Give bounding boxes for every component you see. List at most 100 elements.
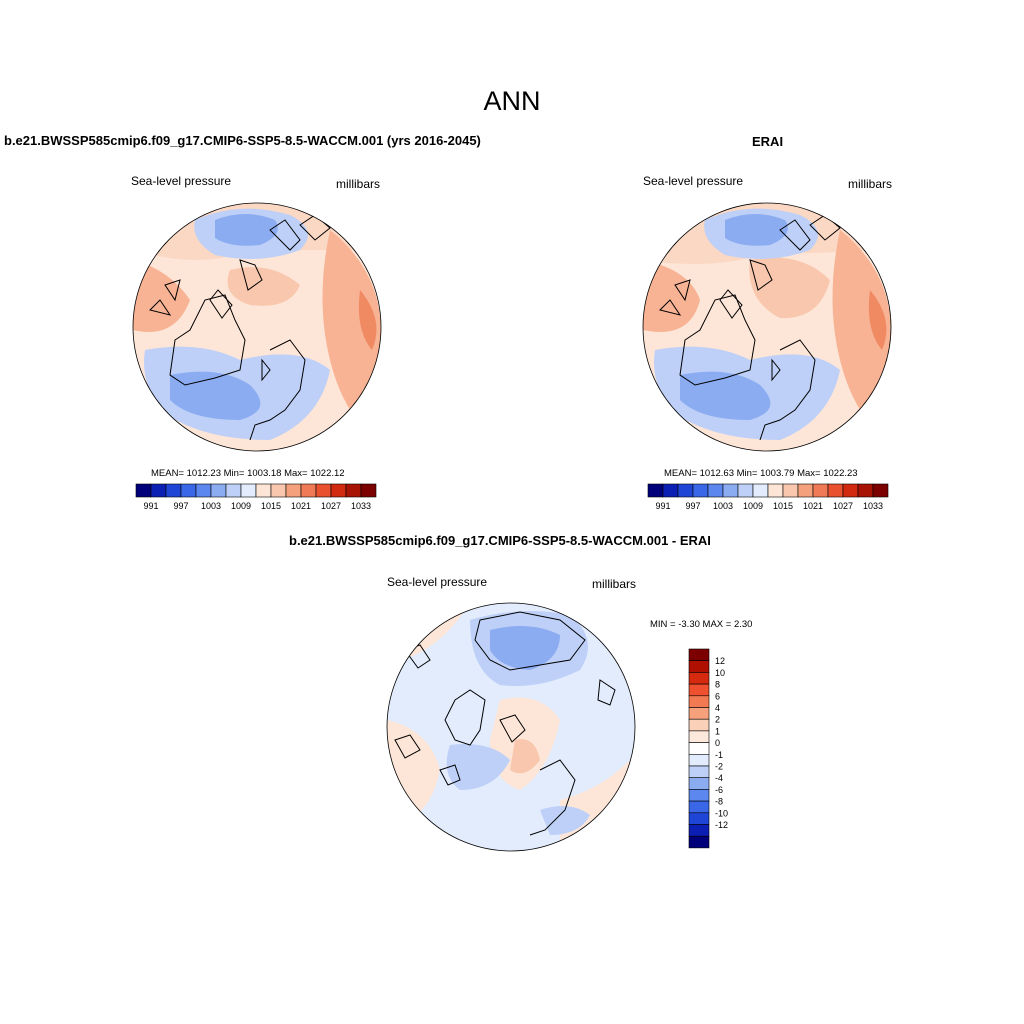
obs-colorbar-label: 1027 [833,501,853,511]
diff-colorbar-label: -12 [715,820,728,830]
model-colorbar-box [330,483,347,498]
diff-stats: MIN = -3.30 MAX = 2.30 [650,619,753,630]
diff-colorbar-label: 2 [715,715,720,725]
model-colorbar-label: 997 [173,501,188,511]
model-colorbar-box [195,483,212,498]
obs-colorbar-label: 1021 [803,501,823,511]
model-colorbar-box [270,483,287,498]
obs-colorbar-box [707,483,724,498]
diff-colorbar-label: 8 [715,680,720,690]
obs-colorbar-box [647,483,664,498]
obs-colorbar-box [752,483,769,498]
model-colorbar-box [255,483,272,498]
diff-colorbar-label: -1 [715,750,723,760]
diff-colorbar-box [688,695,710,708]
obs-colorbar-box [797,483,814,498]
diff-panel-title: b.e21.BWSSP585cmip6.f09_g17.CMIP6-SSP5-8… [289,533,711,548]
diff-colorbar-box [688,835,710,849]
obs-colorbar-label: 1015 [773,501,793,511]
obs-colorbar-label: 991 [655,501,670,511]
obs-variable-label: Sea-level pressure [643,174,744,188]
model-variable-label: Sea-level pressure [131,174,232,188]
diff-colorbar-label: -10 [715,808,728,818]
obs-colorbar-label: 1033 [863,501,883,511]
model-colorbar-box [180,483,197,498]
obs-colorbar-box [677,483,694,498]
model-colorbar-box [300,483,317,498]
model-colorbar-box [345,483,362,498]
diff-colorbar-label: -2 [715,762,723,772]
model-colorbar-box [150,483,167,498]
diff-colorbar-box [688,800,710,814]
obs-colorbar-box [722,483,739,498]
model-colorbar-label: 1009 [231,501,251,511]
model-colorbar-label: 1003 [201,501,221,511]
model-panel-title: b.e21.BWSSP585cmip6.f09_g17.CMIP6-SSP5-8… [4,133,481,148]
model-colorbar-label: 1021 [291,501,311,511]
model-polar-map [133,203,381,451]
model-colorbar-box [240,483,257,498]
diff-colorbar-label: 1 [715,726,720,736]
model-colorbar-box [210,483,227,498]
model-colorbar-label: 1033 [351,501,371,511]
model-colorbar-label: 1027 [321,501,341,511]
diff-colorbar-box [688,672,710,685]
diff-colorbar-label: 10 [715,668,725,678]
obs-polar-map [643,203,891,451]
diff-colorbar-box [688,718,710,732]
obs-colorbar: 991 997 1003 1009 1015 1021 1027 1033 [647,483,889,511]
obs-colorbar-box [842,483,859,498]
diff-variable-label: Sea-level pressure [387,575,488,589]
obs-stats: MEAN= 1012.63 Min= 1003.79 Max= 1022.23 [664,468,858,479]
model-colorbar-box [225,483,242,498]
diff-colorbar-box [688,777,710,790]
diff-colorbar-label: -4 [715,773,723,783]
obs-panel-title: ERAI [752,134,784,149]
obs-colorbar-label: 1003 [713,501,733,511]
diff-colorbar-box [688,707,710,720]
model-colorbar-box [135,483,152,498]
plot-title: ANN [483,86,541,116]
obs-colorbar-box [662,483,679,498]
obs-colorbar-box [737,483,754,498]
diff-colorbar-box [688,824,710,837]
obs-colorbar-box [857,483,874,498]
obs-colorbar-box [827,483,844,498]
obs-colorbar-label: 1009 [743,501,763,511]
model-units-label: millibars [336,177,381,191]
model-colorbar-box [165,483,182,498]
obs-colorbar-box [692,483,709,498]
diff-colorbar-label: -6 [715,785,723,795]
model-colorbar-label: 1015 [261,501,281,511]
diff-colorbar-box [688,765,710,778]
obs-units-label: millibars [848,177,893,191]
model-colorbar-box [315,483,332,498]
model-colorbar-box [285,483,302,498]
diff-colorbar-label: 6 [715,691,720,701]
diff-colorbar-box [688,660,710,673]
model-colorbar-box [360,483,377,498]
diff-colorbar-box [688,753,710,767]
model-colorbar-label: 991 [143,501,158,511]
obs-colorbar-box [782,483,799,498]
obs-colorbar-box [812,483,829,498]
obs-colorbar-box [872,483,889,498]
diff-colorbar-box [688,812,710,825]
model-colorbar: 991 997 1003 1009 1015 1021 1027 1033 [135,483,377,511]
diff-colorbar-box [688,648,710,661]
diff-colorbar-box [688,730,710,743]
diff-colorbar-box [688,742,710,755]
diff-colorbar-label: 0 [715,738,720,748]
obs-colorbar-label: 997 [685,501,700,511]
model-stats: MEAN= 1012.23 Min= 1003.18 Max= 1022.12 [151,468,345,479]
diff-units-label: millibars [592,577,637,591]
diff-colorbar-label: 4 [715,703,720,713]
diff-colorbar-label: 12 [715,656,725,666]
diff-colorbar-box [688,789,710,802]
obs-colorbar-box [767,483,784,498]
diff-polar-map [387,603,635,851]
diff-colorbar-label: -8 [715,797,723,807]
diff-colorbar-box [688,683,710,697]
